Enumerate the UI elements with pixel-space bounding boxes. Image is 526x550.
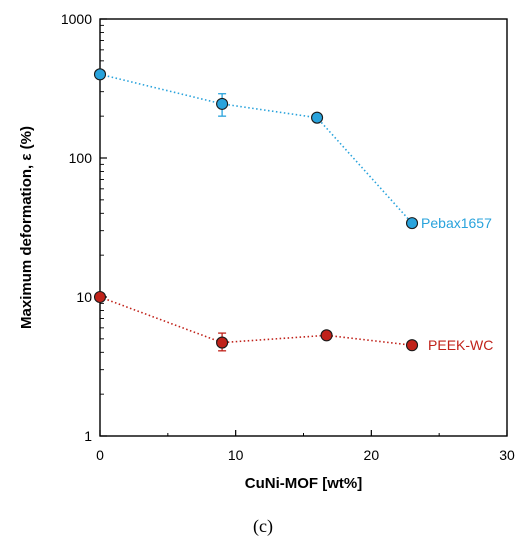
x-axis-title: CuNi-MOF [wt%] [245,475,362,492]
x-tick-label: 10 [228,447,244,463]
panel-label: (c) [253,516,273,537]
axes: 0 10 20 30 1 10 100 1000 [61,11,515,463]
y-tick-label: 100 [69,150,93,166]
data-point [320,329,333,342]
data-point [405,217,419,230]
series-layer: Pebax1657 PEEK-WC [93,68,493,353]
data-point [93,290,107,304]
y-axis-title: Maximum deformation, ε (%) [18,126,35,329]
y-tick-label: 1000 [61,11,92,27]
series-label: PEEK-WC [428,337,493,353]
x-tick-label: 30 [499,447,515,463]
series-line [99,73,413,224]
data-point [405,339,419,352]
data-point [311,111,324,124]
data-point [216,336,229,349]
y-tick-label: 10 [76,289,92,305]
x-tick-label: 20 [364,447,380,463]
series-label: Pebax1657 [421,215,492,231]
data-point [216,97,229,110]
y-tick-label: 1 [84,428,92,444]
data-point [93,68,107,81]
series-PEEK-WC: PEEK-WC [93,290,493,353]
x-tick-label: 0 [96,447,104,463]
series-line [99,296,413,346]
series-Pebax1657: Pebax1657 [93,68,492,231]
